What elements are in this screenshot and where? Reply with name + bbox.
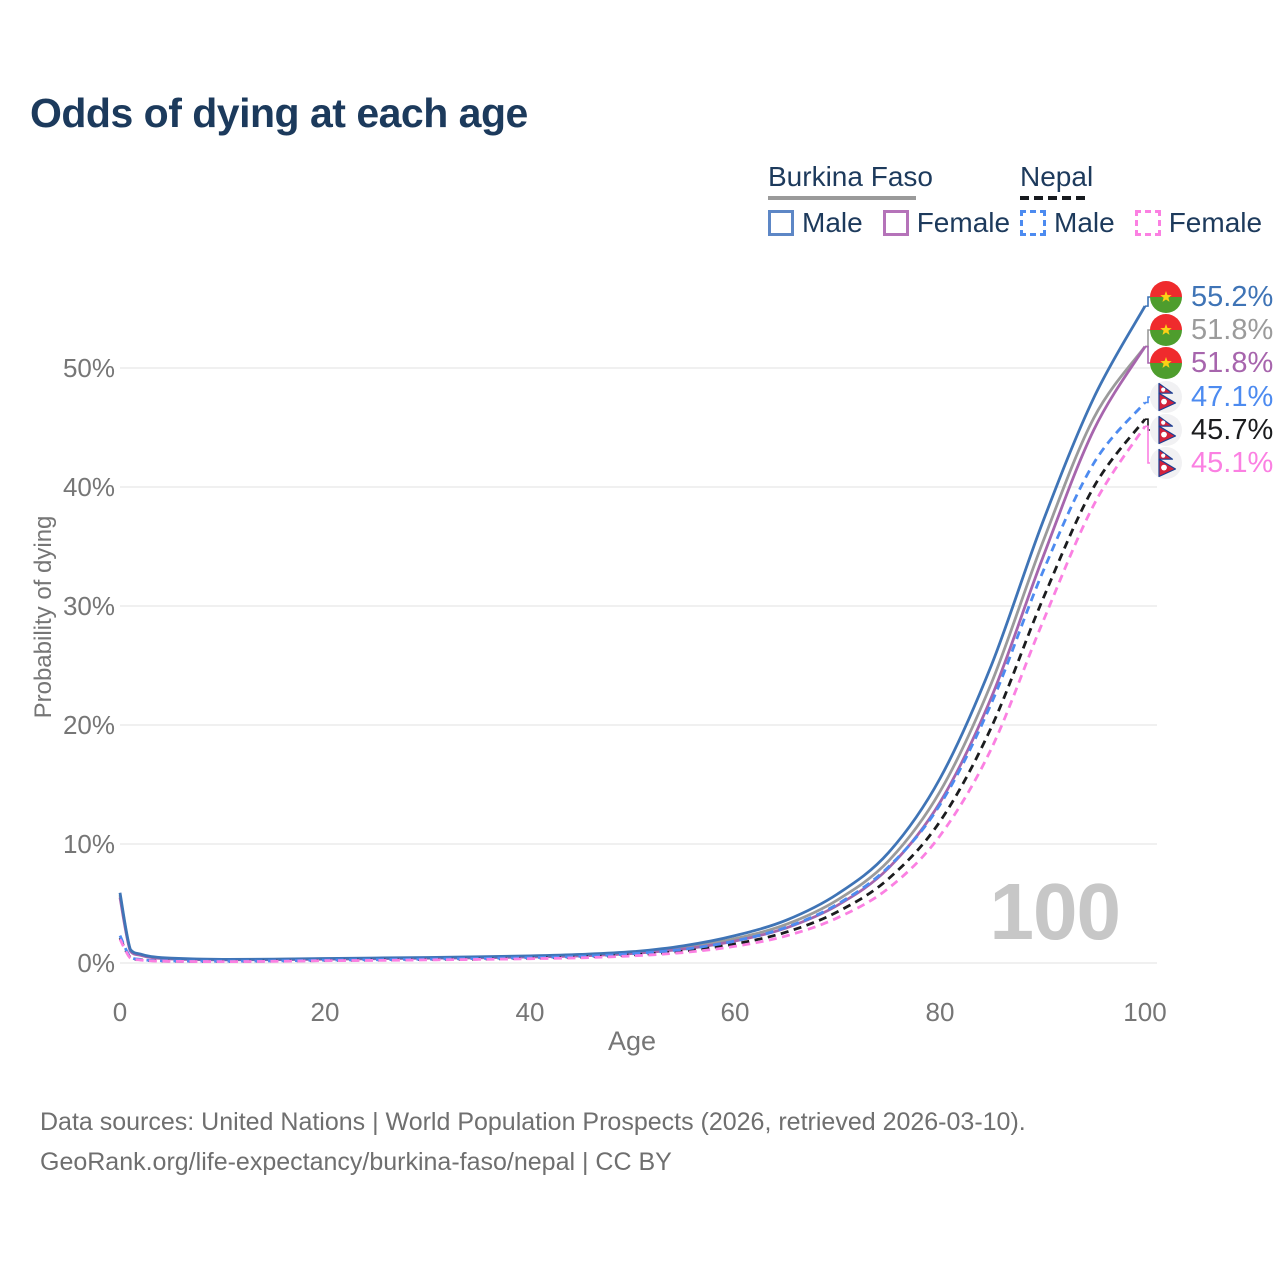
series-line-burkina-faso-male bbox=[118, 305, 1147, 961]
y-tick-label: 20% bbox=[62, 710, 115, 740]
series-line-nepal-male bbox=[118, 401, 1147, 963]
nepal-flag-icon bbox=[1149, 413, 1183, 447]
nepal-flag-icon bbox=[1149, 380, 1183, 414]
legend-item-nepal-male[interactable]: Male bbox=[1020, 209, 1115, 237]
series-line-nepal-female bbox=[118, 425, 1147, 964]
x-tick-label: 80 bbox=[925, 997, 955, 1027]
legend-group-title-burkina-faso: Burkina Faso bbox=[768, 161, 933, 192]
burkina-faso-flag-icon bbox=[1150, 281, 1182, 313]
legend-item-burkina-male[interactable]: Male bbox=[768, 209, 863, 237]
end-value-label-burkina-faso-both: 51.8% bbox=[1191, 314, 1274, 346]
burkina-faso-flag-icon bbox=[1150, 347, 1182, 379]
legend-underline-solid bbox=[768, 196, 916, 200]
line-chart bbox=[118, 0, 1183, 964]
x-tick-label: 100 bbox=[1123, 997, 1167, 1027]
legend-item-burkina-female[interactable]: Female bbox=[882, 207, 1011, 238]
nepal-male-swatch-icon bbox=[1020, 210, 1046, 236]
x-tick-label: 0 bbox=[112, 997, 128, 1027]
legend-item-nepal-female[interactable]: Female bbox=[1134, 207, 1263, 238]
nepal-female-swatch-icon bbox=[1134, 210, 1161, 236]
x-axis-title: Age bbox=[607, 1026, 657, 1056]
footer-attribution: GeoRank.org/life-expectancy/burkina-faso… bbox=[40, 1148, 672, 1176]
end-value-label-nepal-both: 45.7% bbox=[1191, 414, 1274, 446]
legend-group-burkina-faso: Burkina Faso Male Female bbox=[768, 163, 1010, 237]
label-connector bbox=[1145, 418, 1150, 431]
x-tick-label: 60 bbox=[720, 997, 750, 1027]
y-tick-label: 40% bbox=[62, 472, 115, 502]
footer-data-sources: Data sources: United Nations | World Pop… bbox=[40, 1108, 1026, 1136]
page-title: Odds of dying at each age bbox=[30, 90, 528, 136]
burkina-female-swatch-icon bbox=[882, 210, 909, 236]
legend-item-label: Female bbox=[1168, 207, 1263, 238]
end-value-label-burkina-faso-male: 55.2% bbox=[1191, 281, 1274, 313]
y-axis-title: Probability of dying bbox=[30, 515, 57, 719]
y-tick-label: 30% bbox=[62, 591, 115, 621]
label-connector bbox=[1145, 425, 1150, 464]
label-connector bbox=[1145, 329, 1150, 348]
x-tick-label: 20 bbox=[310, 997, 340, 1027]
y-tick-label: 0% bbox=[77, 948, 115, 978]
label-connector bbox=[1145, 396, 1150, 404]
y-tick-label: 10% bbox=[62, 829, 115, 859]
burkina-male-swatch-icon bbox=[768, 210, 794, 236]
end-value-label-nepal-male: 47.1% bbox=[1191, 381, 1274, 413]
legend-item-label: Female bbox=[916, 207, 1011, 238]
burkina-faso-flag-icon bbox=[1150, 314, 1182, 346]
age-counter-watermark: 100 bbox=[989, 867, 1121, 956]
x-tick-label: 40 bbox=[515, 997, 545, 1027]
legend-group-title-nepal: Nepal bbox=[1020, 161, 1094, 192]
label-connector bbox=[1145, 345, 1150, 364]
legend-item-label: Male bbox=[802, 207, 863, 238]
legend-item-label: Male bbox=[1054, 207, 1115, 238]
end-value-label-nepal-female: 45.1% bbox=[1191, 447, 1274, 479]
legend-underline-dashed bbox=[1020, 196, 1087, 200]
end-value-label-burkina-faso-female: 51.8% bbox=[1191, 347, 1274, 379]
y-tick-label: 50% bbox=[62, 353, 115, 383]
label-connector bbox=[1145, 296, 1150, 307]
legend-group-nepal: Nepal Male Female bbox=[1020, 163, 1262, 237]
nepal-flag-icon bbox=[1149, 446, 1183, 480]
